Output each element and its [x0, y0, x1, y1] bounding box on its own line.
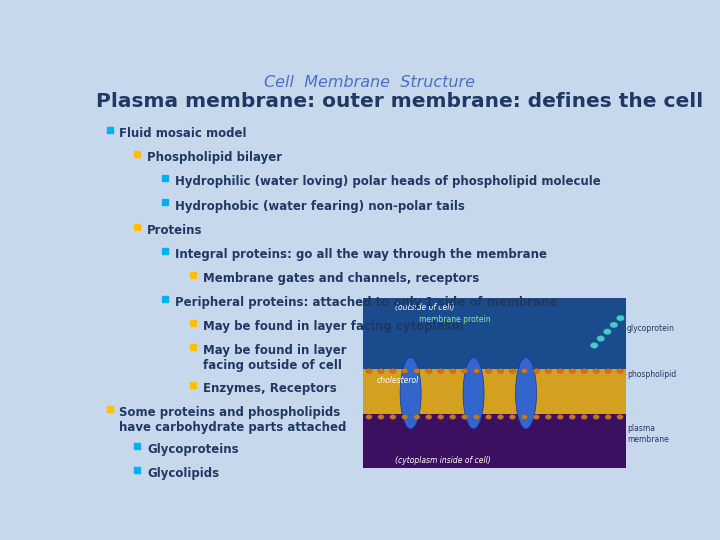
- Circle shape: [521, 415, 528, 420]
- Circle shape: [426, 369, 432, 373]
- Circle shape: [474, 369, 480, 373]
- Text: Membrane gates and channels, receptors: Membrane gates and channels, receptors: [203, 272, 479, 285]
- Circle shape: [590, 342, 598, 348]
- Circle shape: [438, 415, 444, 420]
- Text: May be found in layer facing cytoplasm: May be found in layer facing cytoplasm: [203, 320, 464, 333]
- FancyBboxPatch shape: [364, 369, 626, 417]
- Circle shape: [498, 415, 504, 420]
- Text: Plasma membrane: outer membrane: defines the cell: Plasma membrane: outer membrane: defines…: [96, 92, 703, 111]
- Text: May be found in layer
facing outside of cell: May be found in layer facing outside of …: [203, 344, 346, 372]
- Circle shape: [402, 415, 408, 420]
- Text: Integral proteins: go all the way through the membrane: Integral proteins: go all the way throug…: [175, 248, 546, 261]
- Circle shape: [610, 322, 618, 328]
- Circle shape: [402, 369, 408, 373]
- Ellipse shape: [400, 357, 421, 429]
- Ellipse shape: [516, 357, 536, 429]
- Circle shape: [616, 315, 624, 321]
- Circle shape: [557, 369, 564, 373]
- Circle shape: [485, 415, 492, 420]
- Circle shape: [485, 369, 492, 373]
- Circle shape: [414, 415, 420, 420]
- Circle shape: [414, 369, 420, 373]
- Circle shape: [605, 415, 611, 420]
- Text: Glycoproteins: Glycoproteins: [147, 443, 238, 456]
- Text: (cytoplasm inside of cell): (cytoplasm inside of cell): [395, 456, 490, 465]
- Circle shape: [545, 415, 552, 420]
- Circle shape: [378, 369, 384, 373]
- Circle shape: [462, 415, 468, 420]
- Circle shape: [449, 369, 456, 373]
- Text: Hydrophilic (water loving) polar heads of phospholipid molecule: Hydrophilic (water loving) polar heads o…: [175, 176, 600, 188]
- Text: Some proteins and phospholipids
have carbohydrate parts attached: Some proteins and phospholipids have car…: [119, 406, 346, 434]
- Circle shape: [390, 369, 396, 373]
- Circle shape: [569, 369, 575, 373]
- Text: plasma
membrane: plasma membrane: [627, 424, 669, 444]
- Text: Enzymes, Receptors: Enzymes, Receptors: [203, 382, 336, 395]
- Circle shape: [597, 336, 605, 341]
- Circle shape: [426, 415, 432, 420]
- Circle shape: [534, 415, 539, 420]
- Text: (outside of cell): (outside of cell): [395, 303, 454, 312]
- Circle shape: [509, 415, 516, 420]
- FancyBboxPatch shape: [364, 414, 626, 468]
- Text: Cell  Membrane  Structure: Cell Membrane Structure: [264, 75, 474, 90]
- FancyBboxPatch shape: [364, 298, 626, 468]
- Circle shape: [617, 369, 624, 373]
- Circle shape: [509, 369, 516, 373]
- Text: Glycolipids: Glycolipids: [147, 467, 219, 480]
- Text: phospholipid: phospholipid: [627, 370, 676, 379]
- Circle shape: [569, 415, 575, 420]
- Circle shape: [593, 415, 599, 420]
- Text: glycoprotein: glycoprotein: [627, 324, 675, 333]
- Text: cholesterol: cholesterol: [377, 376, 419, 385]
- Circle shape: [366, 415, 372, 420]
- Text: membrane protein: membrane protein: [419, 315, 491, 323]
- Circle shape: [545, 369, 552, 373]
- Circle shape: [603, 329, 611, 335]
- Circle shape: [557, 415, 564, 420]
- Circle shape: [617, 415, 624, 420]
- Circle shape: [438, 369, 444, 373]
- Text: Phospholipid bilayer: Phospholipid bilayer: [147, 151, 282, 164]
- Circle shape: [366, 369, 372, 373]
- Text: Fluid mosaic model: Fluid mosaic model: [119, 127, 246, 140]
- Circle shape: [462, 369, 468, 373]
- Circle shape: [521, 369, 528, 373]
- Circle shape: [474, 415, 480, 420]
- Circle shape: [534, 369, 539, 373]
- Text: Proteins: Proteins: [147, 224, 202, 237]
- Circle shape: [581, 415, 588, 420]
- Circle shape: [378, 415, 384, 420]
- Circle shape: [390, 415, 396, 420]
- Circle shape: [593, 369, 599, 373]
- Text: Peripheral proteins: attached to only 1 side of membrane: Peripheral proteins: attached to only 1 …: [175, 296, 557, 309]
- FancyBboxPatch shape: [364, 298, 626, 374]
- Text: Hydrophobic (water fearing) non-polar tails: Hydrophobic (water fearing) non-polar ta…: [175, 199, 464, 213]
- Circle shape: [449, 415, 456, 420]
- Ellipse shape: [463, 357, 484, 429]
- Circle shape: [498, 369, 504, 373]
- Circle shape: [581, 369, 588, 373]
- Circle shape: [605, 369, 611, 373]
